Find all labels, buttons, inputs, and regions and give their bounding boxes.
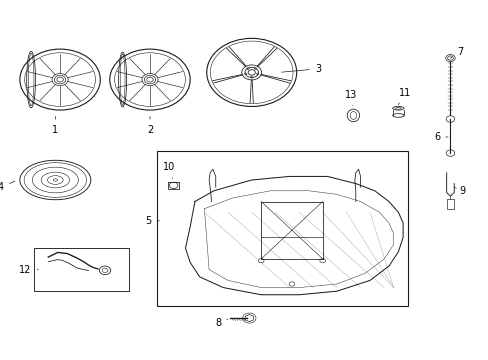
Bar: [167, 182, 179, 189]
Bar: [446, 199, 453, 209]
Text: 9: 9: [453, 186, 465, 197]
Text: 12: 12: [20, 265, 38, 275]
Text: 1: 1: [52, 116, 58, 135]
Text: 11: 11: [398, 88, 411, 105]
Text: 2: 2: [146, 116, 153, 135]
Text: 7: 7: [449, 46, 462, 58]
Bar: [157, 151, 407, 306]
Text: 13: 13: [344, 90, 356, 105]
Text: 4: 4: [0, 181, 15, 192]
Text: 3: 3: [281, 64, 320, 74]
Text: 6: 6: [433, 132, 447, 142]
Text: 5: 5: [145, 216, 159, 226]
Text: 10: 10: [163, 162, 175, 179]
Text: 8: 8: [215, 319, 227, 328]
Bar: [34, 248, 128, 291]
